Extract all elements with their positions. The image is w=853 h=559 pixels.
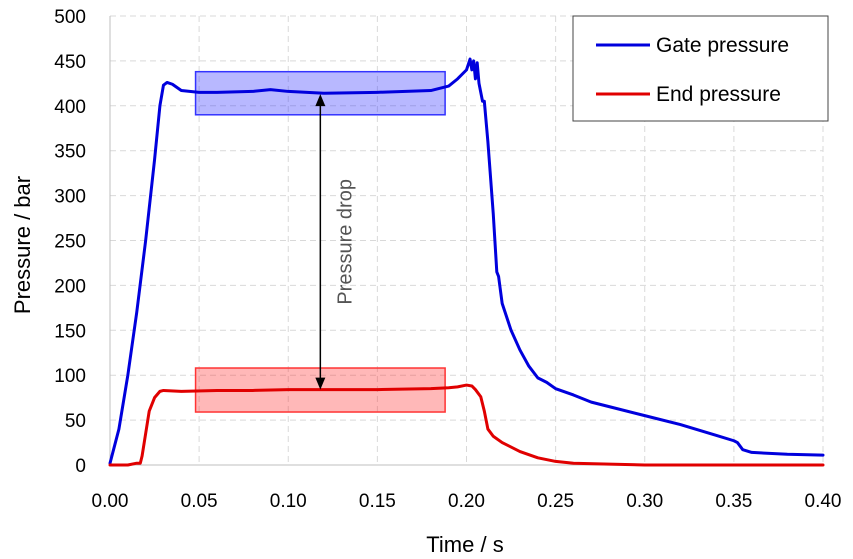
pressure-drop-arrowhead-bottom [315, 377, 326, 390]
y-tick-label: 350 [54, 142, 86, 163]
y-tick-label: 450 [54, 52, 86, 73]
y-axis-title: Pressure / bar [10, 176, 35, 314]
legend-label-end-pressure: End pressure [656, 83, 781, 106]
y-tick-label: 300 [54, 187, 86, 208]
x-tick-label: 0.25 [537, 491, 574, 512]
x-tick-label: 0.05 [181, 491, 218, 512]
y-tick-label: 0 [75, 456, 86, 477]
y-tick-label: 50 [65, 411, 86, 432]
x-tick-label: 0.40 [805, 491, 842, 512]
tick-labels: 0.00 0.05 0.10 0.15 0.20 0.25 0.30 0.35 0.40 0 50 1… [54, 7, 841, 512]
y-tick-label: 500 [54, 7, 86, 28]
y-tick-label: 200 [54, 276, 86, 297]
legend-label-gate-pressure: Gate pressure [656, 34, 789, 57]
pressure-drop-arrowhead-top [315, 94, 326, 107]
x-tick-label: 0.00 [92, 491, 129, 512]
end-pressure-line [108, 383, 825, 467]
x-tick-label: 0.10 [270, 491, 307, 512]
pressure-drop-annotation: Pressure drop [315, 94, 356, 390]
y-tick-label: 400 [54, 97, 86, 118]
legend: Gate pressure End pressure [572, 15, 829, 122]
pressure-drop-label: Pressure drop [334, 179, 356, 305]
y-tick-label: 100 [54, 366, 86, 387]
x-axis-title: Time / s [426, 532, 503, 557]
x-tick-label: 0.20 [448, 491, 485, 512]
y-tick-label: 250 [54, 232, 86, 253]
y-tick-label: 150 [54, 321, 86, 342]
series-lines [108, 57, 825, 467]
x-tick-label: 0.30 [626, 491, 663, 512]
legend-box [572, 15, 829, 122]
gate-pressure-line [108, 57, 825, 465]
x-tick-label: 0.15 [359, 491, 396, 512]
x-tick-label: 0.35 [715, 491, 752, 512]
